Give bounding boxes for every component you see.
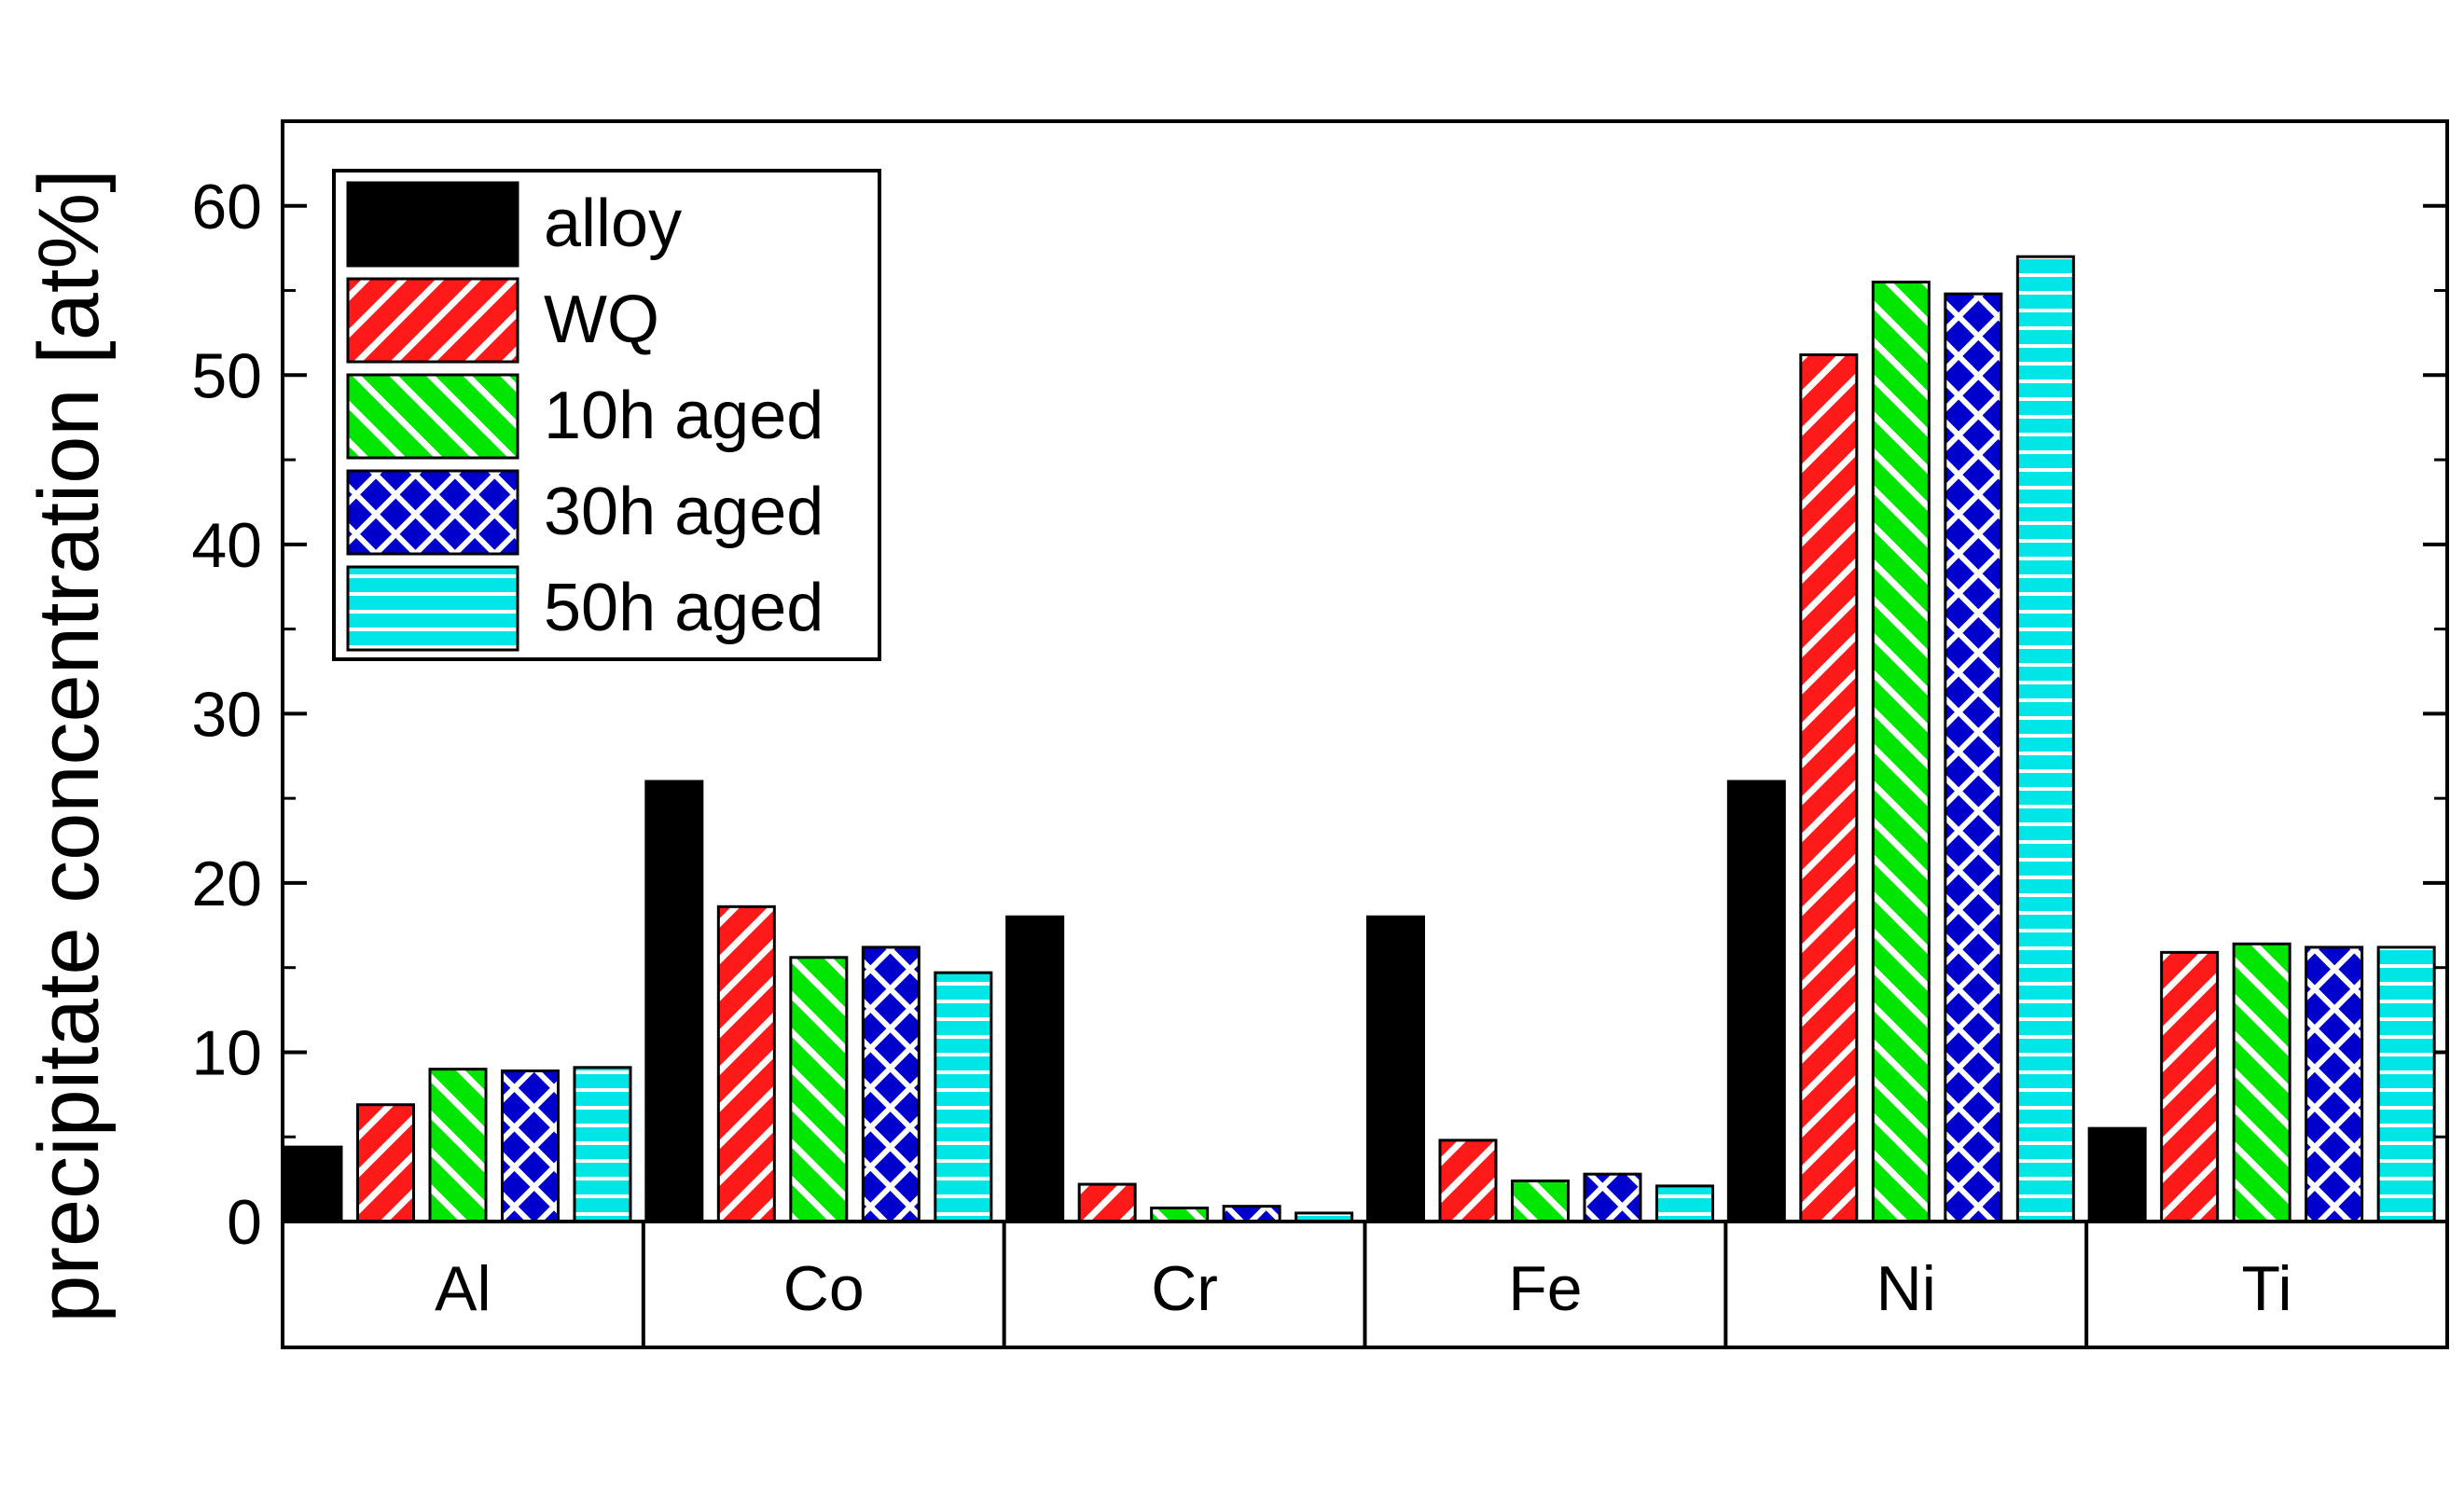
- bar-alloy-ni: [1726, 780, 1786, 1223]
- legend-label: WQ: [544, 283, 659, 357]
- bar-wq-cr: [1077, 1182, 1137, 1223]
- category-label: Co: [783, 1253, 865, 1324]
- y-axis-label: precipitate concentration [at%]: [21, 169, 117, 1323]
- y-axis: 0 10 20 30 40 50 60: [191, 172, 2447, 1258]
- y-tick-label: 20: [191, 849, 262, 919]
- bar-30h-aged-al: [501, 1069, 560, 1223]
- legend-label: alloy: [544, 186, 682, 261]
- legend-label: 30h aged: [544, 475, 824, 549]
- bar-wq-fe: [1438, 1139, 1498, 1223]
- bar-50h-aged-co: [934, 971, 993, 1223]
- bar-10h-aged-fe: [1511, 1179, 1570, 1223]
- legend-swatch: [346, 373, 519, 460]
- bar-wq-ti: [2160, 950, 2220, 1223]
- bar-alloy-al: [284, 1145, 343, 1223]
- legend: alloy WQ 10h aged 30h aged 50h aged: [332, 169, 881, 661]
- bar-50h-aged-fe: [1655, 1184, 1714, 1223]
- bar-30h-aged-fe: [1583, 1172, 1642, 1223]
- y-tick-label: 40: [191, 510, 262, 581]
- y-tick-label: 10: [191, 1017, 262, 1088]
- legend-swatch: [346, 565, 519, 652]
- bar-10h-aged-co: [789, 956, 849, 1223]
- legend-label: 50h aged: [544, 571, 824, 645]
- bar-10h-aged-ni: [1871, 280, 1931, 1223]
- bar-alloy-fe: [1366, 915, 1425, 1223]
- bar-10h-aged-cr: [1150, 1206, 1210, 1223]
- bar-50h-aged-ti: [2376, 946, 2436, 1223]
- y-tick-label: 50: [191, 340, 262, 411]
- bar-30h-aged-cr: [1222, 1205, 1281, 1223]
- y-tick-label: 30: [191, 679, 262, 750]
- bar-wq-ni: [1799, 353, 1859, 1223]
- bar-30h-aged-co: [861, 946, 921, 1223]
- bar-alloy-cr: [1005, 915, 1065, 1223]
- category-label: Fe: [1508, 1253, 1582, 1324]
- bar-50h-aged-al: [573, 1066, 632, 1223]
- category-label: Al: [435, 1253, 491, 1324]
- bar-alloy-ti: [2087, 1126, 2147, 1223]
- category-label: Ni: [1876, 1253, 1936, 1324]
- bar-wq-co: [716, 904, 776, 1223]
- y-axis-title: precipitate concentration [at%]: [21, 169, 117, 1323]
- y-tick-label: 0: [227, 1187, 262, 1258]
- category-label: Ti: [2242, 1253, 2292, 1324]
- bar-30h-aged-ni: [1944, 292, 2003, 1223]
- category-label: Cr: [1151, 1253, 1218, 1324]
- y-tick-label: 60: [191, 172, 262, 242]
- bar-30h-aged-ti: [2305, 946, 2364, 1223]
- legend-swatch: [346, 469, 519, 556]
- bar-10h-aged-al: [428, 1068, 488, 1223]
- legend-swatch: [346, 181, 519, 268]
- legend-swatch: [346, 277, 519, 364]
- legend-label: 10h aged: [544, 379, 824, 453]
- bar-10h-aged-ti: [2232, 942, 2291, 1223]
- bar-wq-al: [356, 1103, 415, 1223]
- bar-alloy-co: [644, 780, 704, 1223]
- category-axis: Al Co Cr Fe Ni Ti: [281, 1220, 2449, 1349]
- bar-50h-aged-ni: [2015, 255, 2075, 1223]
